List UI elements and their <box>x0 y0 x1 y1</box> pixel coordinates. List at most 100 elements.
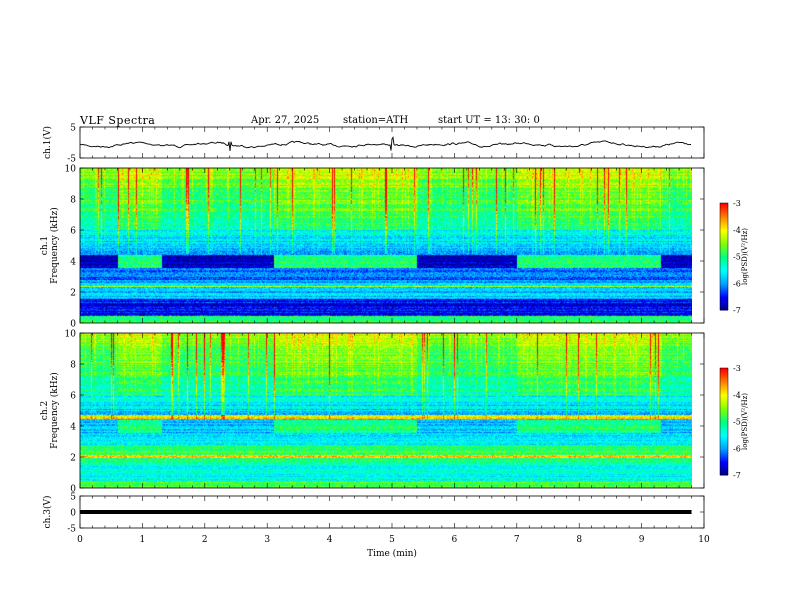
ch2-spectrogram-colorbar-cell <box>720 421 728 424</box>
ch2-spectrogram-colorbar-cell <box>720 411 728 414</box>
ch2-spectrogram-colorbar-cell <box>720 376 728 379</box>
station-label: station=ATH <box>343 115 409 126</box>
ch1-spectrogram-colorbar-cell <box>720 219 728 222</box>
ch2-spectrogram-colorbar-cell <box>720 419 728 422</box>
ch2-spectrogram-colorbar-cell <box>720 461 728 464</box>
ch1-spectrogram-colorbar-cell <box>720 226 728 229</box>
ch1-spectrogram-colorbar-cell <box>720 306 728 309</box>
ch1-spectrogram-colorbar-cell <box>720 213 728 216</box>
ch2-spectrogram-colorbar-tick: -6 <box>733 444 741 453</box>
ch1-spectrogram-colorbar-cell <box>720 304 728 308</box>
ch2-spectrogram-colorbar-cell <box>720 413 728 416</box>
ch2-spectrogram-colorbar-cell <box>720 418 728 421</box>
ch1-spectrogram-colorbar-cell <box>720 236 728 239</box>
ch1-spectrogram-colorbar-cell <box>720 223 728 226</box>
ch3-waveform-ytick-label: 0 <box>70 509 76 519</box>
ch1-spectrogram-ytick-label: 10 <box>65 165 77 175</box>
ch1-spectrogram-colorbar-cell <box>720 206 728 209</box>
ch2-spectrogram-colorbar-cell <box>720 398 728 401</box>
ch1-spectrogram-colorbar-cell <box>720 233 728 236</box>
ch1-spectrogram-colorbar-cell <box>720 291 728 294</box>
ch1-waveform-ytick-label: 5 <box>70 124 76 134</box>
ch2-spectrogram-colorbar-cell <box>720 393 728 396</box>
ch1-spectrogram-ytick-label: 0 <box>70 320 76 330</box>
ch2-spectrogram-colorbar-cell <box>720 464 728 468</box>
ch2-spectrogram-colorbar-cell <box>720 456 728 459</box>
ch2-spectrogram-colorbar-cell <box>720 378 728 381</box>
ch1-spectrogram-ytick-label: 4 <box>70 258 76 268</box>
ch1-spectrogram-colorbar-cell <box>720 224 728 227</box>
ch2-spectrogram-colorbar-cell <box>720 439 728 443</box>
ch1-spectrogram-colorbar-cell <box>720 251 728 254</box>
ch1-waveform-ylabel: ch.1(V) <box>42 126 53 159</box>
ch2-spectrogram-colorbar-cell <box>720 466 728 469</box>
ch2-spectrogram-ylabel: ch.2 <box>40 401 50 420</box>
x-tick-label: 10 <box>698 535 710 545</box>
ch2-spectrogram-colorbar-cell <box>720 391 728 394</box>
ch1-spectrogram-colorbar-cell <box>720 273 728 276</box>
ch2-spectrogram-colorbar-cell <box>720 438 728 441</box>
ch1-spectrogram-colorbar-cell <box>720 294 728 298</box>
chart-title: VLF Spectra <box>80 114 156 127</box>
ch1-spectrogram-ylabel: Frequency (kHz) <box>49 207 60 284</box>
ch2-spectrogram-colorbar-cell <box>720 444 728 448</box>
ch2-spectrogram-colorbar-cell <box>720 458 728 461</box>
ch1-spectrogram-colorbar-cell <box>720 208 728 211</box>
ch1-spectrogram-colorbar-label: log(PSD)(V²/Hz) <box>741 228 749 285</box>
ch1-spectrogram-colorbar-cell <box>720 286 728 289</box>
ch2-spectrogram-colorbar-cell <box>720 371 728 374</box>
ch1-spectrogram-colorbar-frame <box>719 202 729 311</box>
ch2-spectrogram-colorbar-tick: -7 <box>733 471 741 480</box>
ch1-spectrogram-colorbar-cell <box>720 256 728 259</box>
x-tick-label: 2 <box>202 535 208 545</box>
ch2-spectrogram-colorbar-cell <box>720 441 728 444</box>
ch1-spectrogram-colorbar-cell <box>720 254 728 257</box>
ch3-waveform-ylabel: ch.3(V) <box>42 496 53 529</box>
ch1-spectrogram-colorbar-cell <box>720 221 728 224</box>
ch1-spectrogram-colorbar-tick: -4 <box>733 226 741 235</box>
ch2-spectrogram-colorbar-cell <box>720 414 728 417</box>
ch1-spectrogram-colorbar-cell <box>720 248 728 251</box>
ch1-spectrogram-ytick-label: 2 <box>70 289 76 299</box>
ch1-spectrogram-colorbar-cell <box>720 308 728 311</box>
start-time-label: start UT = 13: 30: 0 <box>438 115 540 126</box>
x-tick-label: 5 <box>389 535 395 545</box>
ch2-spectrogram-colorbar-cell <box>720 468 728 471</box>
ch2-spectrogram-colorbar-cell <box>720 403 728 406</box>
ch2-spectrogram-colorbar-cell <box>720 408 728 411</box>
ch2-spectrogram-colorbar-cell <box>720 436 728 439</box>
ch1-spectrogram-colorbar-cell <box>720 249 728 252</box>
ch1-spectrogram-colorbar-tick: -6 <box>733 279 741 288</box>
ch2-spectrogram-colorbar-tick: -5 <box>733 418 741 427</box>
ch1-spectrogram-colorbar-tick: -3 <box>733 199 741 208</box>
ch2-spectrogram-colorbar-cell <box>720 388 728 391</box>
ch2-spectrogram-ytick-label: 0 <box>70 485 76 495</box>
ch1-spectrogram-ytick-label: 8 <box>70 196 76 206</box>
ch1-spectrogram-colorbar-cell <box>720 271 728 274</box>
ch2-spectrogram-colorbar-cell <box>720 454 728 458</box>
x-tick-label: 0 <box>77 535 83 545</box>
ch1-spectrogram-colorbar-cell <box>720 266 728 269</box>
ch2-spectrogram-colorbar-cell <box>720 428 728 431</box>
ch1-spectrogram-colorbar-cell <box>720 234 728 237</box>
ch1-spectrogram-colorbar-cell <box>720 231 728 234</box>
ch2-spectrogram-ytick-label: 6 <box>70 392 76 402</box>
ch2-spectrogram-ylabel: Frequency (kHz) <box>49 372 60 449</box>
ch1-spectrogram-colorbar-cell <box>720 269 728 273</box>
ch1-spectrogram-colorbar-cell <box>720 268 728 271</box>
ch2-spectrogram-ytick-label: 8 <box>70 361 76 371</box>
ch2-spectrogram-colorbar-cell <box>720 381 728 384</box>
ch1-spectrogram-colorbar-cell <box>720 261 728 264</box>
ch2-spectrogram-colorbar-cell <box>720 469 728 473</box>
ch1-spectrogram-colorbar-cell <box>720 278 728 281</box>
ch1-spectrogram-colorbar-cell <box>720 264 728 268</box>
ch1-spectrogram-colorbar-cell <box>720 293 728 296</box>
ch2-spectrogram-colorbar-cell <box>720 448 728 451</box>
ch2-spectrogram-colorbar-cell <box>720 431 728 434</box>
ch2-spectrogram-colorbar-cell <box>720 446 728 449</box>
ch2-spectrogram-colorbar-cell <box>720 379 728 382</box>
ch2-spectrogram-colorbar-cell <box>720 396 728 399</box>
ch1-spectrogram-colorbar-cell <box>720 241 728 244</box>
date-label: Apr. 27, 2025 <box>251 115 320 126</box>
ch2-spectrogram-colorbar-cell <box>720 406 728 409</box>
